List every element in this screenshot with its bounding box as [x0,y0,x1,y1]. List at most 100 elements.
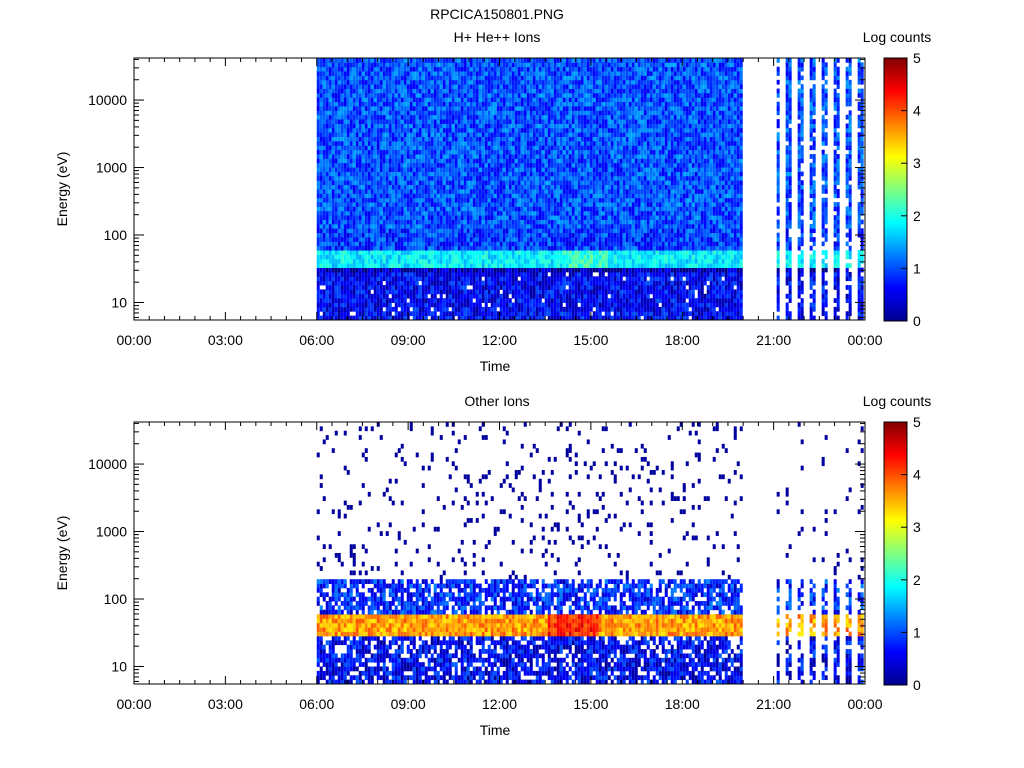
spectrogram-cell [505,101,509,107]
spectrogram-cell [391,167,395,172]
spectrogram-cell [391,237,395,242]
spectrogram-cell [337,162,341,168]
spectrogram-cell [355,175,359,181]
spectrogram-cell [337,158,341,164]
spectrogram-cell [397,158,401,164]
spectrogram-cell [358,197,362,203]
spectrogram-cell [322,66,326,72]
spectrogram-cell [373,232,377,238]
spectrogram-cell [421,263,425,268]
spectrogram-cell [334,88,338,94]
spectrogram-cell [442,232,446,238]
spectrogram-cell [514,58,518,63]
spectrogram-cell [565,219,569,225]
spectrogram-cell [397,149,401,155]
spectrogram-cell [394,315,398,321]
spectrogram-cell [541,88,545,94]
spectrogram-cell [559,271,563,277]
spectrogram-cell [424,206,428,212]
spectrogram-cell [505,167,509,172]
spectrogram-cell [328,158,332,164]
spectrogram-cell [448,293,452,299]
spectrogram-cell [325,267,329,273]
spectrogram-cell [373,132,377,137]
spectrogram-cell [376,75,380,81]
spectrogram-cell [547,162,551,168]
spectrogram-cell [415,127,419,133]
spectrogram-cell [481,175,485,181]
spectrogram-cell [454,280,458,286]
spectrogram-cell [439,280,443,286]
spectrogram-cell [556,110,560,116]
spectrogram-cell [496,210,500,216]
spectrogram-cell [322,206,326,212]
spectrogram-cell [508,306,512,312]
spectrogram-cell [373,267,377,273]
spectrogram-cell [448,189,452,194]
spectrogram-cell [337,276,341,282]
spectrogram-cell [409,132,413,137]
spectrogram-cell [484,263,488,268]
spectrogram-cell [415,228,419,234]
spectrogram-cell [364,149,368,155]
spectrogram-cell [340,298,344,303]
spectrogram-cell [508,285,512,290]
spectrogram-cell [550,84,554,89]
spectrogram-cell [361,171,365,177]
spectrogram-cell [454,92,458,98]
spectrogram-cell [430,210,434,216]
spectrogram-cell [448,149,452,155]
spectrogram-cell [520,193,524,199]
spectrogram-cell [406,202,410,207]
spectrogram-cell [334,228,338,234]
spectrogram-cell [550,71,554,76]
spectrogram-cell [535,219,539,225]
spectrogram-cell [547,180,551,186]
spectrogram-cell [370,197,374,203]
spectrogram-cell [511,132,515,137]
spectrogram-cell [325,306,329,312]
spectrogram-cell [418,258,422,264]
spectrogram-cell [502,193,506,199]
spectrogram-cell [337,258,341,264]
spectrogram-cell [556,184,560,190]
spectrogram-cell [442,158,446,164]
spectrogram-cell [487,167,491,172]
spectrogram-cell [418,171,422,177]
spectrogram-cell [505,245,509,251]
spectrogram-cell [526,88,530,94]
spectrogram-cell [496,101,500,107]
spectrogram-cell [457,110,461,116]
spectrogram-cell [349,254,353,260]
spectrogram-cell [466,250,470,255]
spectrogram-cell [451,184,455,190]
spectrogram-cell [553,306,557,312]
spectrogram-cell [331,180,335,186]
spectrogram-cell [403,215,407,220]
spectrogram-cell [388,175,392,181]
spectrogram-cell [499,206,503,212]
spectrogram-cell [556,228,560,234]
spectrogram-cell [526,180,530,186]
spectrogram-cell [361,193,365,199]
spectrogram-cell [553,245,557,251]
spectrogram-cell [508,311,512,317]
spectrogram-cell [532,237,536,242]
spectrogram-cell [355,193,359,199]
spectrogram-cell [490,184,494,190]
spectrogram-cell [331,119,335,124]
spectrogram-cell [403,315,407,321]
spectrogram-cell [406,79,410,85]
spectrogram-cell [541,250,545,255]
spectrogram-cell [361,289,365,295]
spectrogram-cell [520,245,524,251]
spectrogram-cell [409,202,413,207]
spectrogram-cell [403,97,407,103]
spectrogram-cell [400,293,404,299]
spectrogram-cell [562,189,566,194]
spectrogram-cell [418,219,422,225]
spectrogram-cell [469,250,473,255]
spectrogram-cell [412,101,416,107]
spectrogram-cell [370,263,374,268]
spectrogram-cell [505,84,509,89]
